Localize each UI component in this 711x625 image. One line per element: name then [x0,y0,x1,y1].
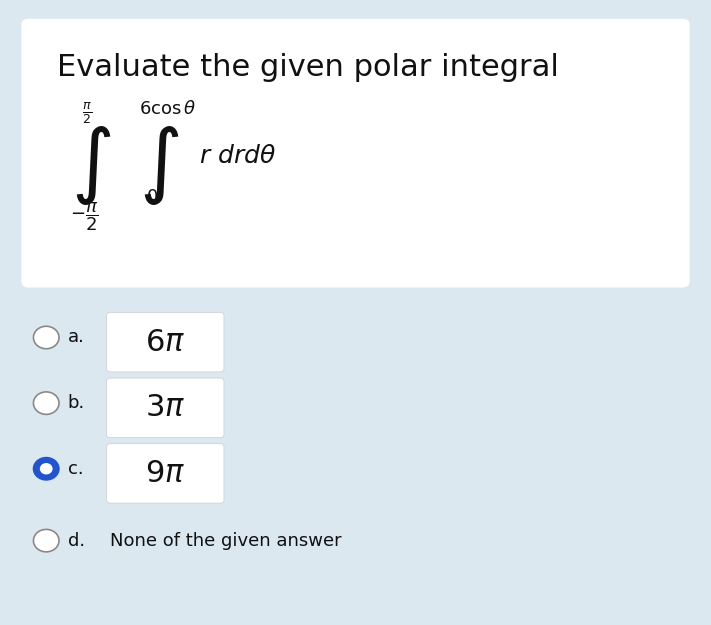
Text: a.: a. [68,329,85,346]
Text: c.: c. [68,460,83,478]
Text: $r\ drd\theta$: $r\ drd\theta$ [199,144,277,168]
Text: $9\pi$: $9\pi$ [145,459,186,488]
Text: $\int$: $\int$ [139,125,179,207]
Text: $\frac{\pi}{2}$: $\frac{\pi}{2}$ [82,100,92,126]
Text: $3\pi$: $3\pi$ [145,393,186,422]
Text: None of the given answer: None of the given answer [110,532,342,549]
Text: d.: d. [68,532,85,549]
Text: $\int$: $\int$ [71,125,112,207]
Text: $6\cos\theta$: $6\cos\theta$ [139,100,196,118]
Text: b.: b. [68,394,85,412]
Text: $0$: $0$ [146,188,158,206]
Text: $6\pi$: $6\pi$ [145,328,186,357]
Text: $-\dfrac{\pi}{2}$: $-\dfrac{\pi}{2}$ [70,200,98,232]
Text: Evaluate the given polar integral: Evaluate the given polar integral [57,53,559,82]
